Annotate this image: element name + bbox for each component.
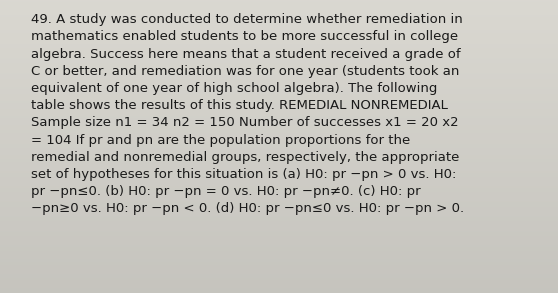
Text: 49. A study was conducted to determine whether remediation in
mathematics enable: 49. A study was conducted to determine w…	[31, 13, 464, 215]
